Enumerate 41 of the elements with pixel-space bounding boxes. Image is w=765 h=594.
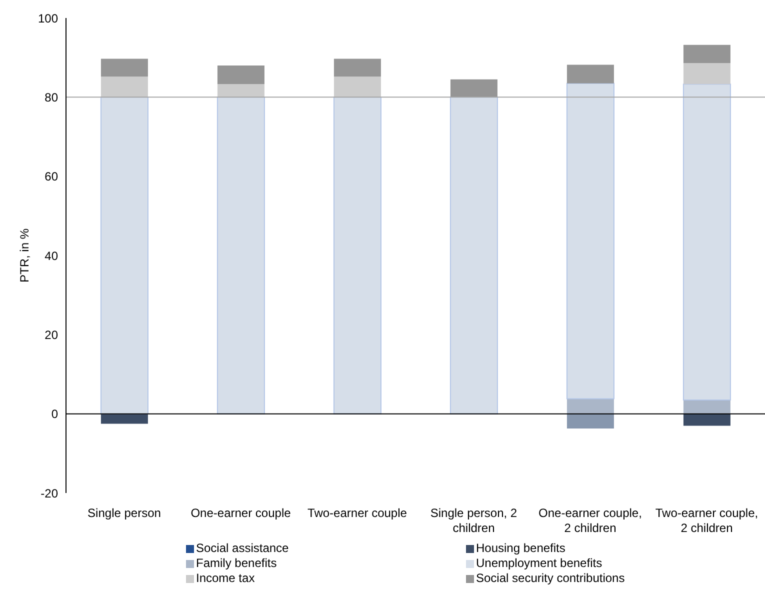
x-tick-label: Single person — [88, 506, 161, 520]
bar — [566, 414, 614, 428]
bar — [333, 96, 382, 414]
bar — [216, 96, 265, 414]
bar — [334, 58, 381, 77]
x-tick-label: One-earner couple, 2 children — [538, 506, 642, 535]
legend-label: Social assistance — [196, 541, 289, 556]
legend-label: Housing benefits — [476, 541, 566, 556]
bar — [683, 400, 730, 414]
legend-label: Family benefits — [196, 556, 277, 571]
x-tick-label: Two-earner couple — [308, 506, 408, 520]
bar — [100, 58, 148, 77]
bar — [334, 76, 381, 98]
bar — [566, 82, 614, 400]
bar — [450, 96, 498, 414]
legend-label: Unemployment benefits — [476, 556, 602, 571]
bar — [100, 76, 148, 98]
bar — [217, 84, 264, 98]
y-tick-label: 60 — [44, 170, 58, 184]
y-tick-label: 100 — [38, 11, 58, 26]
y-tick-label: 20 — [44, 328, 58, 342]
bar — [217, 66, 264, 84]
bar — [100, 96, 148, 414]
bar — [683, 63, 730, 84]
bar — [683, 44, 730, 64]
x-tick-label: Two-earner couple, 2 children — [655, 506, 758, 535]
y-tick-label: 80 — [44, 90, 58, 104]
x-tick-label: Single person, 2 children — [430, 506, 518, 535]
bar — [450, 79, 498, 98]
bar — [566, 398, 614, 414]
x-tick-label: One-earner couple — [190, 506, 292, 520]
y-tick-label: -20 — [40, 486, 58, 500]
y-tick-label: 0 — [51, 407, 58, 422]
bar — [682, 84, 731, 400]
bar — [566, 64, 614, 84]
bar — [100, 414, 148, 424]
y-tick-label: 40 — [44, 248, 58, 263]
bar — [683, 414, 730, 426]
legend-label: Income tax — [196, 571, 255, 586]
y-axis-title: PTR, in % — [17, 228, 32, 283]
legend-label: Social security contributions — [476, 571, 625, 586]
